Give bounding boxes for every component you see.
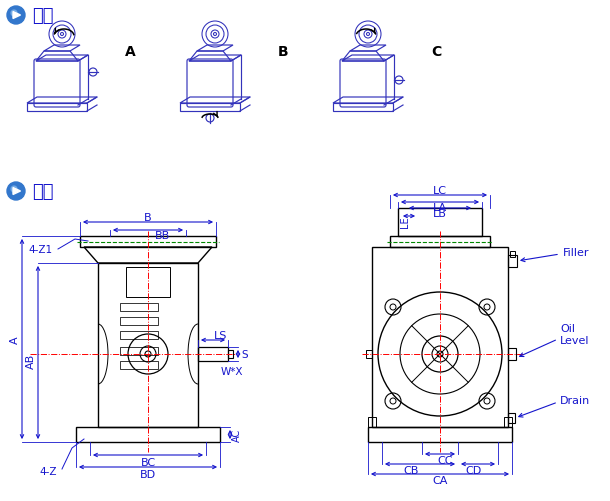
Text: 規格: 規格 [32, 183, 54, 200]
Text: LE: LE [400, 216, 410, 227]
Text: CD: CD [465, 465, 481, 475]
Bar [80, 236, 216, 247]
Bar [198, 347, 228, 361]
Text: Filler: Filler [563, 247, 589, 258]
Text: CB: CB [403, 465, 418, 475]
Bar [390, 236, 490, 247]
Bar [120, 304, 158, 312]
Text: CC: CC [437, 455, 453, 465]
Text: 軸向: 軸向 [32, 7, 54, 25]
Text: Drain: Drain [560, 395, 590, 405]
Bar [228, 350, 233, 358]
Text: AC: AC [232, 428, 242, 441]
Text: LB: LB [433, 208, 447, 218]
Text: LS: LS [214, 330, 228, 340]
Bar [180, 104, 240, 112]
Bar [510, 252, 515, 258]
Circle shape [10, 186, 22, 197]
Circle shape [8, 184, 24, 199]
Bar [333, 104, 393, 112]
Text: 4-Z1: 4-Z1 [29, 244, 53, 255]
Bar [120, 347, 158, 355]
Bar [27, 104, 87, 112]
Text: A: A [124, 45, 135, 59]
Bar [504, 417, 512, 427]
Bar [76, 427, 220, 442]
Polygon shape [13, 188, 21, 195]
Bar [398, 208, 482, 236]
Bar [120, 331, 158, 339]
Text: A: A [10, 336, 20, 343]
Bar [366, 350, 372, 358]
Circle shape [8, 8, 24, 24]
Text: 4-Z: 4-Z [40, 466, 57, 476]
Bar [372, 247, 508, 427]
Text: B: B [278, 45, 289, 59]
Circle shape [11, 11, 17, 17]
Text: BB: BB [154, 230, 170, 240]
Text: BD: BD [140, 469, 156, 479]
Text: BC: BC [140, 457, 156, 467]
Text: B: B [144, 212, 152, 222]
Bar [120, 317, 158, 325]
Circle shape [7, 7, 25, 25]
Bar [120, 361, 158, 369]
Text: Oil
Level: Oil Level [560, 324, 589, 345]
Text: LA: LA [433, 202, 447, 212]
Bar [508, 413, 515, 423]
Text: S: S [242, 349, 248, 359]
Text: W*X: W*X [221, 366, 243, 376]
Bar [368, 427, 512, 442]
Bar [368, 417, 376, 427]
Bar [98, 264, 198, 427]
Bar [508, 348, 516, 360]
Circle shape [11, 187, 17, 192]
Text: C: C [431, 45, 441, 59]
Polygon shape [13, 13, 21, 20]
Circle shape [10, 10, 22, 22]
Bar [508, 256, 517, 268]
Text: CA: CA [432, 475, 448, 485]
Bar [126, 268, 170, 298]
Circle shape [7, 183, 25, 200]
Text: AB: AB [26, 353, 36, 368]
Text: LC: LC [433, 186, 447, 195]
